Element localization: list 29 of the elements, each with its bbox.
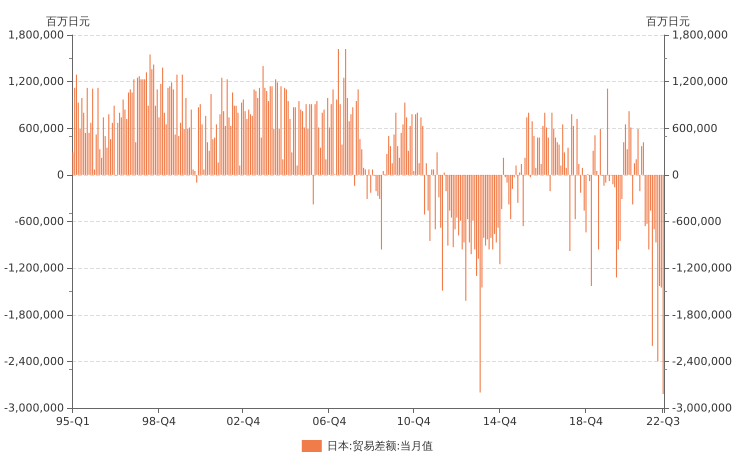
- y2-tick-label: -2,400,000: [672, 354, 732, 368]
- y2-tick-label: -1,200,000: [672, 262, 732, 275]
- x-tick-label: 02-Q4: [226, 415, 260, 428]
- y-tick-label: -1,200,000: [4, 262, 64, 275]
- y2-tick-label: -1,800,000: [672, 308, 732, 322]
- y-tick-label: 1,800,000: [8, 28, 64, 42]
- x-tick-label: 18-Q4: [568, 415, 604, 428]
- y2-tick-label: 1,800,000: [672, 28, 728, 42]
- legend-label: 日本:贸易差额:当月值: [326, 440, 434, 452]
- y2-tick-label: -3,000,000: [672, 402, 732, 414]
- x-tick-label: 95-Q1: [56, 415, 90, 428]
- y-tick-label: -2,400,000: [4, 354, 64, 368]
- x-tick-label: 14-Q4: [482, 415, 517, 428]
- y-tick-label: -3,000,000: [4, 402, 64, 414]
- y-tick-label: 0: [57, 168, 64, 182]
- x-tick-label: 98-Q4: [142, 415, 176, 428]
- y2-tick-label: -600,000: [672, 215, 722, 228]
- y-tick-label: 1,200,000: [8, 75, 64, 88]
- y2-tick-label: 600,000: [672, 122, 718, 135]
- y-tick-label: -1,800,000: [4, 308, 64, 322]
- y-axis-title: 百万日元: [46, 15, 90, 28]
- y2-tick-label: 0: [672, 168, 680, 182]
- y-tick-label: -600,000: [14, 215, 64, 228]
- x-tick-label: 22-Q3: [646, 415, 680, 428]
- y2-axis-title: 百万日元: [646, 15, 690, 28]
- x-tick-label: 06-Q4: [312, 415, 346, 428]
- x-tick-label: 10-Q4: [396, 415, 431, 428]
- y-tick-label: 600,000: [18, 122, 64, 135]
- y2-tick-label: 1,200,000: [672, 75, 728, 88]
